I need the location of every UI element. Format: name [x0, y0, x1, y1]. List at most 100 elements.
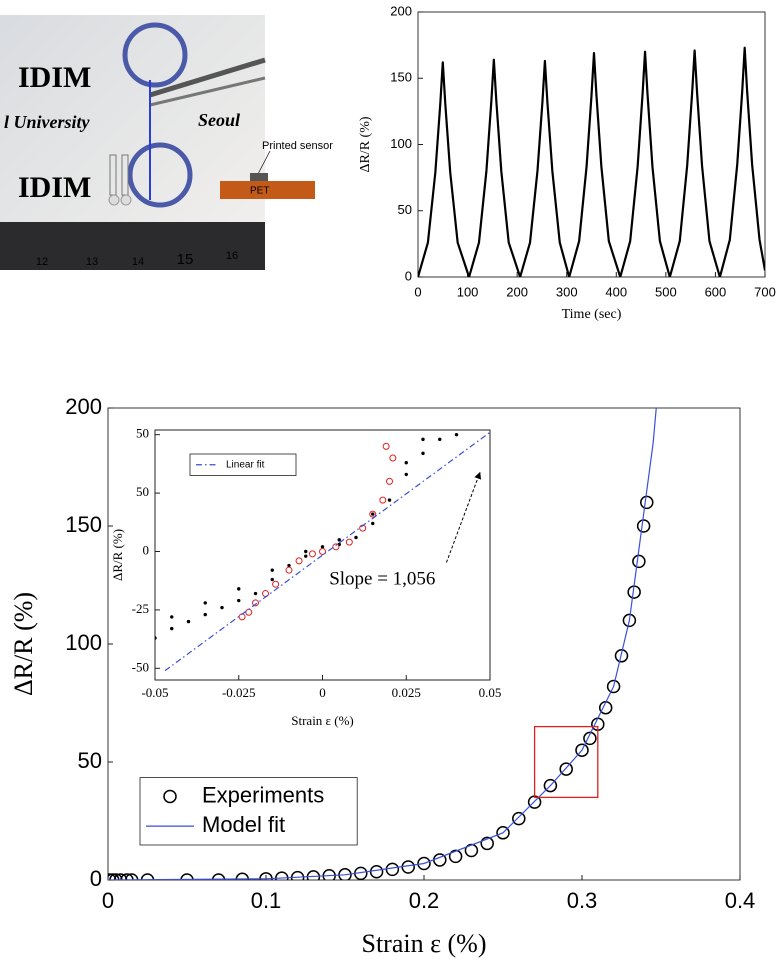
data-point [636, 519, 651, 533]
y-tick-label: -50 [132, 659, 149, 674]
photo-text: IDIM [18, 61, 91, 94]
data-point [295, 557, 303, 565]
y-tick-label: 50 [136, 484, 149, 499]
data-point [448, 849, 463, 864]
data-point [270, 577, 274, 582]
data-point [180, 873, 194, 880]
data-point [404, 472, 408, 477]
data-point [371, 512, 375, 516]
data-point [220, 605, 224, 610]
data-point [287, 563, 291, 568]
x-tick-label: 200 [506, 284, 528, 299]
data-point [272, 580, 280, 588]
x-tick-label: 700 [754, 284, 776, 299]
y-tick-label: -25 [132, 601, 149, 616]
x-tick-label: 500 [655, 284, 677, 299]
data-point [108, 873, 117, 880]
data-point [109, 873, 123, 880]
y-axis-label: ΔR/R (%) [9, 592, 38, 696]
data-point [237, 598, 241, 603]
data-point [186, 619, 191, 624]
printed-sensor [250, 173, 268, 181]
data-point [203, 612, 207, 617]
x-tick-label: -0.05 [141, 685, 168, 700]
data-point [583, 731, 597, 746]
x-tick-label: 0 [102, 888, 114, 913]
data-point [140, 873, 155, 880]
data-point [170, 615, 174, 619]
y-tick-label: 150 [65, 512, 102, 537]
data-point [211, 873, 226, 880]
x-tick-label: 0 [319, 685, 326, 700]
data-point [369, 510, 377, 518]
data-point [332, 543, 340, 551]
chart: 0 100 200 300 400 500 600 700 0 50 100 150 200 Time (… [358, 3, 776, 322]
photo-label: PET [250, 186, 269, 197]
photo-text: IDIM [18, 171, 91, 204]
annotation-arrow [445, 471, 482, 563]
sensor-pad [120, 194, 132, 206]
y-tick-label: 0 [90, 866, 102, 891]
data-point [319, 547, 326, 555]
data-point [120, 873, 134, 880]
y-tick-label: 200 [390, 3, 412, 18]
data-point [606, 679, 621, 694]
data-line [418, 46, 765, 277]
data-point [203, 601, 207, 605]
data-point [382, 442, 390, 450]
legend-symbol [163, 789, 177, 804]
x-axis-label: Strain ε (%) [362, 929, 487, 958]
data-point [421, 451, 425, 456]
data-point [575, 743, 589, 757]
data-point [480, 836, 494, 851]
x-tick-label: 400 [605, 284, 627, 299]
data-point [386, 477, 393, 485]
data-point [543, 778, 558, 793]
x-tick-label: 300 [556, 284, 578, 299]
data-point [559, 762, 573, 776]
y-tick-label: 200 [65, 394, 102, 419]
x-axis-label: Time (sec) [562, 307, 622, 322]
data-point [108, 873, 120, 880]
data-point [285, 566, 293, 574]
x-tick-label: 0.3 [567, 888, 598, 913]
data-point [454, 432, 459, 437]
data-point [124, 873, 139, 880]
x-tick-label: 0 [414, 284, 421, 299]
y-tick-label: 0 [143, 542, 150, 557]
y-tick-label: 50 [78, 748, 102, 773]
x-tick-label: 600 [705, 284, 727, 299]
data-point [496, 826, 510, 840]
data-point [421, 437, 425, 442]
logo [127, 142, 193, 208]
data-point [337, 538, 341, 542]
highlight-box [533, 725, 599, 799]
x-tick-label: 0.4 [725, 888, 756, 913]
ruler-label: 16 [226, 250, 238, 262]
legend-label: Model fit [202, 812, 285, 837]
pointer [257, 150, 271, 175]
data-point [404, 461, 408, 465]
legend-label: Linear fit [226, 459, 265, 470]
photo-text: Seoul [198, 110, 240, 130]
data-point [345, 538, 353, 546]
x-tick-label: 0.2 [409, 888, 440, 913]
x-tick-label: 0.1 [251, 888, 282, 913]
fit-line [108, 408, 657, 880]
y-axis-label: ΔR/R (%) [110, 529, 125, 581]
ruler-label: 12 [36, 256, 48, 268]
data-point [640, 495, 654, 510]
x-tick-label: 100 [457, 284, 479, 299]
photo-label: Printed sensor [262, 140, 333, 152]
data-point [417, 856, 431, 871]
data-point [304, 549, 308, 554]
data-point [252, 599, 259, 607]
data-point [320, 545, 325, 549]
sensor-pad [108, 194, 120, 206]
data-point [622, 613, 637, 628]
data-point [155, 636, 157, 640]
y-tick-label: 150 [390, 70, 412, 85]
data-point [632, 554, 646, 569]
data-point [170, 626, 174, 631]
